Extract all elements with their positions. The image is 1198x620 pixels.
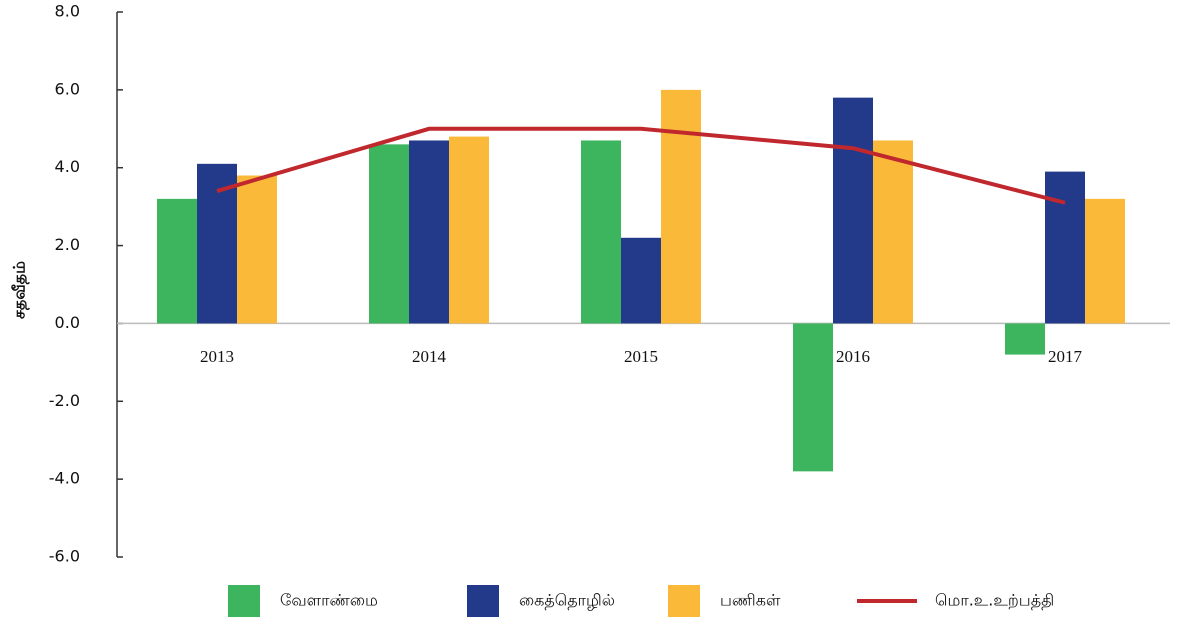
bar <box>833 98 873 324</box>
x-tick-label: 2016 <box>836 347 870 366</box>
x-tick-label: 2013 <box>200 347 234 366</box>
bar <box>449 137 489 324</box>
bar <box>621 238 661 324</box>
y-tick-label: 8.0 <box>55 2 80 21</box>
y-tick-label: 6.0 <box>55 79 80 98</box>
x-tick-label: 2015 <box>624 347 658 366</box>
line-series <box>217 129 1065 203</box>
y-tick-label: -2.0 <box>49 391 80 410</box>
y-tick-label: -6.0 <box>49 547 80 566</box>
bar <box>793 323 833 471</box>
bar <box>661 90 701 324</box>
y-tick-label: 4.0 <box>55 157 80 176</box>
bar <box>1005 323 1045 354</box>
legend-label: மொ.உ.உற்பத்தி <box>935 591 1054 610</box>
bar <box>409 140 449 323</box>
bar <box>581 140 621 323</box>
legend-swatch <box>668 585 700 617</box>
bar <box>1085 199 1125 324</box>
y-axis-label: சதவீதம் <box>10 261 30 319</box>
bar <box>237 176 277 324</box>
legend-label: வேளாண்மை <box>280 591 378 610</box>
x-tick-label: 2014 <box>412 347 447 366</box>
bar <box>369 144 409 323</box>
bar <box>1045 172 1085 324</box>
x-tick-label: 2017 <box>1048 347 1083 366</box>
bar <box>157 199 197 324</box>
legend-label: பணிகள் <box>720 591 781 610</box>
legend-swatch <box>228 585 260 617</box>
bar <box>873 140 913 323</box>
chart: சதவீதம் -6.0 -4.0 -2.0 0.0 2.0 4.0 6.0 8.0 2013 2… <box>0 0 1198 620</box>
legend-label: கைத்தொழில் <box>519 591 615 610</box>
y-tick-label: 0.0 <box>55 313 80 332</box>
y-tick-label: -4.0 <box>49 469 80 488</box>
legend-swatch <box>467 585 499 617</box>
y-tick-label: 2.0 <box>55 235 80 254</box>
